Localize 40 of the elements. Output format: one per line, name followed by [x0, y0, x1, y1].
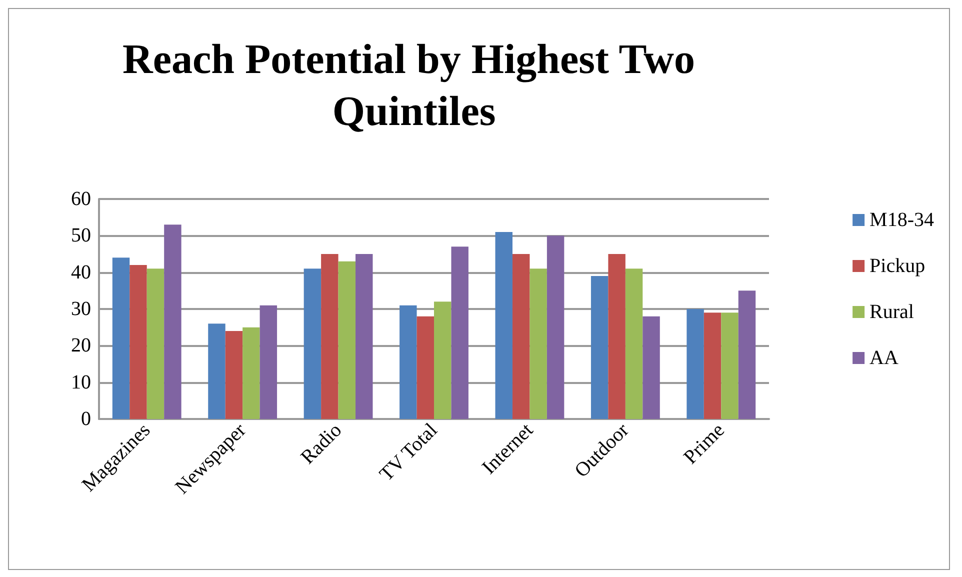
bar — [242, 327, 260, 419]
bar — [512, 254, 530, 419]
bar — [260, 305, 278, 419]
y-tick-label: 30 — [71, 298, 91, 320]
bar — [590, 276, 608, 419]
bar — [721, 312, 738, 419]
chart-title: Reach Potential by Highest Two Quintiles — [122, 37, 706, 135]
y-tick-label: 0 — [81, 408, 91, 430]
bar — [130, 265, 147, 419]
bar — [112, 258, 130, 419]
bar — [704, 312, 722, 419]
bar — [338, 261, 356, 419]
y-tick-label: 40 — [71, 261, 91, 284]
bar — [738, 290, 756, 419]
bar — [625, 268, 643, 419]
bar — [225, 331, 243, 419]
bar — [608, 254, 626, 419]
y-tick-label: 60 — [71, 188, 91, 210]
bar — [321, 254, 338, 419]
y-tick-label: 20 — [71, 334, 91, 357]
bar — [400, 305, 417, 419]
bar — [304, 268, 322, 419]
bar — [146, 268, 164, 419]
bar — [530, 268, 547, 419]
legend-label: M18-34 — [870, 209, 934, 231]
bar — [434, 302, 452, 419]
bar — [686, 309, 704, 419]
bar — [356, 254, 373, 419]
bar — [546, 236, 564, 419]
bar — [451, 246, 468, 419]
legend-label: Pickup — [870, 255, 926, 277]
bar — [208, 324, 226, 419]
bar — [164, 224, 182, 419]
y-tick-label: 10 — [71, 371, 91, 394]
legend-label: AA — [870, 347, 899, 369]
legend-label: Rural — [870, 301, 914, 323]
bar — [495, 232, 512, 419]
bar — [416, 316, 434, 419]
bar — [642, 316, 660, 419]
y-tick-label: 50 — [71, 224, 91, 247]
